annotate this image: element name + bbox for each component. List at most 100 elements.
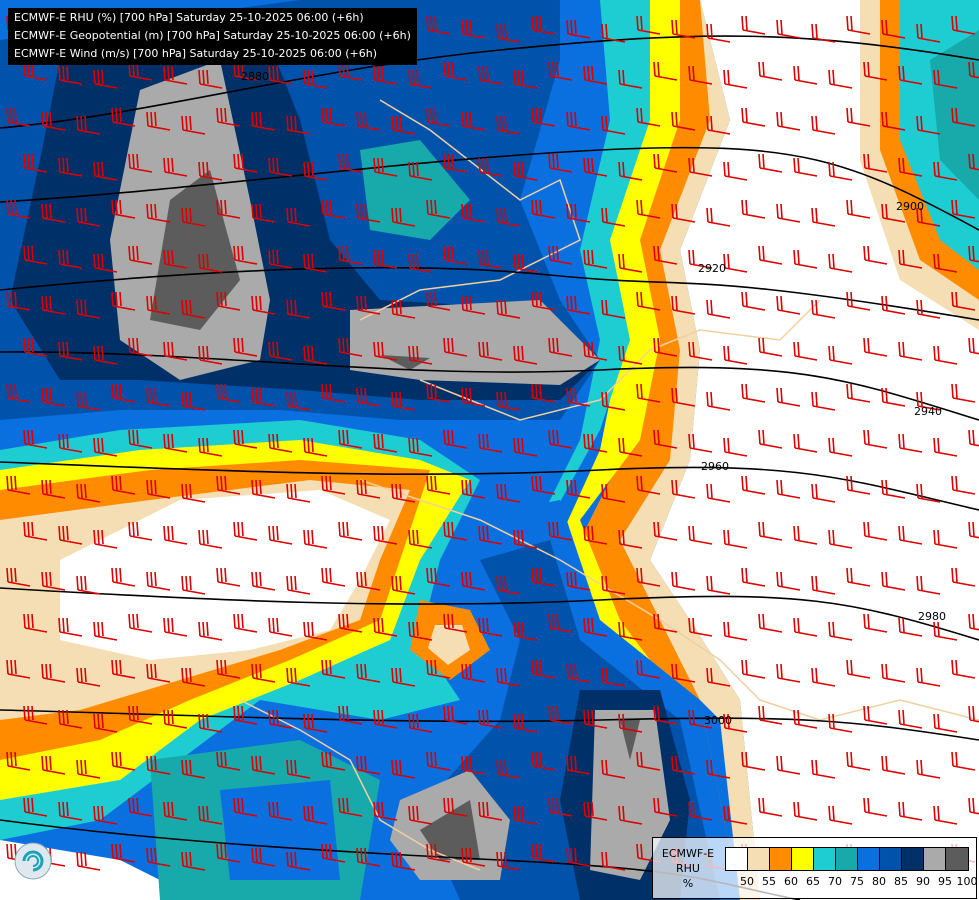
wind-barb — [881, 203, 906, 223]
wind-barb — [251, 847, 276, 867]
wind-barb — [741, 15, 766, 35]
wind-barb — [356, 571, 381, 591]
wind-barb — [863, 429, 888, 449]
wind-barb — [391, 299, 416, 319]
wind-barb — [793, 617, 818, 637]
wind-barb — [846, 475, 871, 495]
wind-barb — [233, 705, 258, 725]
wind-barb — [461, 847, 486, 867]
wind-barb — [601, 115, 626, 135]
wind-barb — [741, 291, 766, 311]
wind-barb — [881, 387, 906, 407]
wind-barb — [356, 111, 381, 131]
wind-barb — [811, 667, 836, 687]
wind-barb — [181, 851, 206, 871]
wind-barb — [181, 115, 206, 135]
wind-barb — [706, 207, 731, 227]
wind-barb — [216, 107, 241, 127]
wind-barb — [338, 521, 363, 541]
wind-barb — [898, 801, 923, 821]
wind-barb — [58, 249, 83, 269]
wind-barb — [881, 111, 906, 131]
wind-barb — [251, 479, 276, 499]
wind-barb — [408, 345, 433, 365]
wind-barb — [163, 617, 188, 637]
wind-barb — [566, 295, 591, 315]
wind-barb — [566, 663, 591, 683]
wind-barb — [968, 429, 979, 447]
wind-barb — [163, 65, 188, 85]
wind-barb — [128, 613, 153, 633]
wind-barb — [916, 575, 941, 595]
contour-line — [0, 146, 979, 231]
wind-barb — [881, 295, 906, 315]
wind-barb — [811, 207, 836, 227]
wind-barb — [251, 295, 276, 315]
wind-barb — [373, 157, 398, 177]
wind-barb — [671, 19, 696, 39]
contour-label: 2980 — [918, 610, 946, 623]
wind-barb — [496, 23, 521, 43]
wind-barb — [636, 107, 661, 127]
wind-barb — [391, 851, 416, 871]
wind-barb — [198, 529, 223, 549]
wind-barb — [583, 433, 608, 453]
wind-barb — [916, 115, 941, 135]
wind-barb — [128, 705, 153, 725]
wind-barb — [688, 525, 713, 545]
wind-barb — [496, 115, 521, 135]
wind-barb — [286, 391, 311, 411]
wind-barb — [968, 521, 979, 539]
title-rhu: ECMWF-E RHU (%) [700 hPa] Saturday 25-10… — [14, 11, 364, 24]
wind-barb — [548, 613, 573, 633]
wind-barb — [268, 525, 293, 545]
wind-barb — [373, 65, 398, 85]
wind-barb — [216, 475, 241, 495]
wind-barb — [513, 69, 538, 89]
wind-barb — [461, 663, 486, 683]
wind-barb — [723, 161, 748, 181]
wind-barb — [111, 751, 136, 771]
wind-barb — [321, 383, 346, 403]
wind-barb — [951, 199, 976, 219]
wind-barb — [758, 429, 783, 449]
wind-barb — [933, 621, 958, 641]
wind-barb — [496, 483, 521, 503]
wind-barb — [128, 521, 153, 541]
wind-barb — [58, 433, 83, 453]
wind-barb — [636, 475, 661, 495]
wind-barb — [671, 479, 696, 499]
wind-barb — [933, 161, 958, 181]
wind-barb — [566, 203, 591, 223]
wind-barb — [846, 107, 871, 127]
wind-barb — [846, 567, 871, 587]
wind-barb — [461, 203, 486, 223]
wind-barb — [356, 203, 381, 223]
wind-barb — [93, 713, 118, 733]
wind-barb — [531, 475, 556, 495]
wind-barb — [671, 387, 696, 407]
wind-barb — [968, 245, 979, 263]
wind-barb — [303, 69, 328, 89]
wind-barb — [566, 19, 591, 39]
wind-barb — [93, 345, 118, 365]
wind-barb — [41, 295, 66, 315]
wind-barb — [828, 713, 853, 733]
wind-barb — [443, 705, 468, 725]
wind-barb — [548, 797, 573, 817]
wind-barb — [636, 15, 661, 35]
wind-barb — [58, 709, 83, 729]
wind-barb — [338, 429, 363, 449]
wind-barb — [373, 525, 398, 545]
wind-barb — [391, 759, 416, 779]
legend-tick: 90 — [916, 875, 930, 888]
wind-barb — [548, 245, 573, 265]
wind-barb — [443, 61, 468, 81]
wind-barb — [6, 107, 31, 127]
contour-line — [0, 587, 979, 641]
wind-barb — [478, 801, 503, 821]
wind-barb — [758, 521, 783, 541]
wind-barb — [548, 521, 573, 541]
legend-swatch — [880, 848, 902, 870]
